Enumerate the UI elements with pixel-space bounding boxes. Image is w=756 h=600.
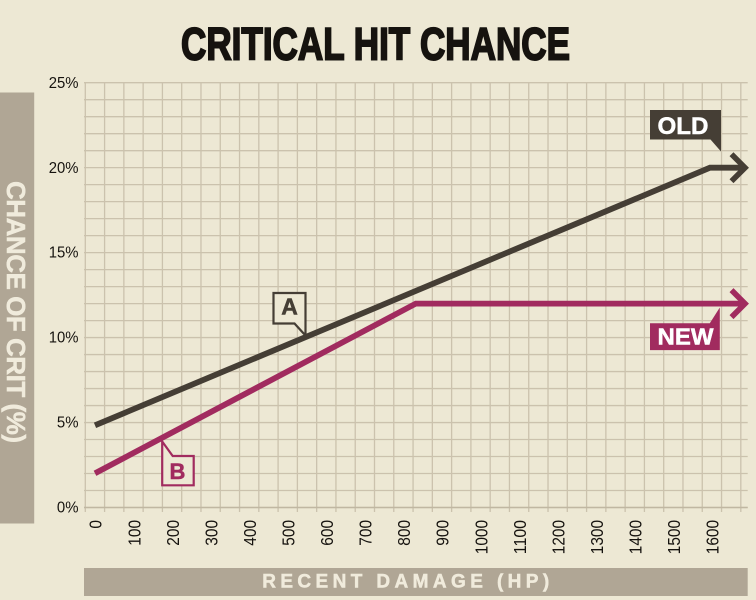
svg-text:CRITICAL HIT CHANCE: CRITICAL HIT CHANCE [181,19,570,70]
svg-text:B: B [170,459,186,484]
svg-text:10%: 10% [49,330,79,347]
svg-text:700: 700 [356,520,376,546]
svg-text:600: 600 [317,520,337,546]
svg-text:5%: 5% [57,415,79,432]
svg-text:15%: 15% [49,245,79,262]
svg-text:1000: 1000 [471,520,491,554]
svg-text:0: 0 [86,520,106,529]
svg-text:0%: 0% [57,500,79,517]
svg-text:OLD: OLD [658,113,709,140]
svg-text:300: 300 [201,520,221,546]
svg-text:100: 100 [124,520,144,546]
svg-text:800: 800 [394,520,414,546]
svg-text:1300: 1300 [587,520,607,554]
svg-text:400: 400 [240,520,260,546]
svg-text:NEW: NEW [658,324,715,350]
svg-text:1500: 1500 [664,520,684,554]
svg-text:CHANCE OF CRIT (%): CHANCE OF CRIT (%) [1,181,31,443]
svg-text:200: 200 [163,520,183,546]
svg-text:500: 500 [279,520,299,546]
svg-text:25%: 25% [49,75,79,92]
svg-text:20%: 20% [49,160,79,177]
svg-text:RECENT DAMAGE (HP): RECENT DAMAGE (HP) [262,571,549,592]
svg-text:900: 900 [433,520,453,546]
svg-text:A: A [281,294,298,320]
svg-text:1100: 1100 [510,520,530,554]
svg-text:1600: 1600 [703,520,723,554]
svg-text:1400: 1400 [626,520,646,554]
svg-text:1200: 1200 [548,520,568,554]
